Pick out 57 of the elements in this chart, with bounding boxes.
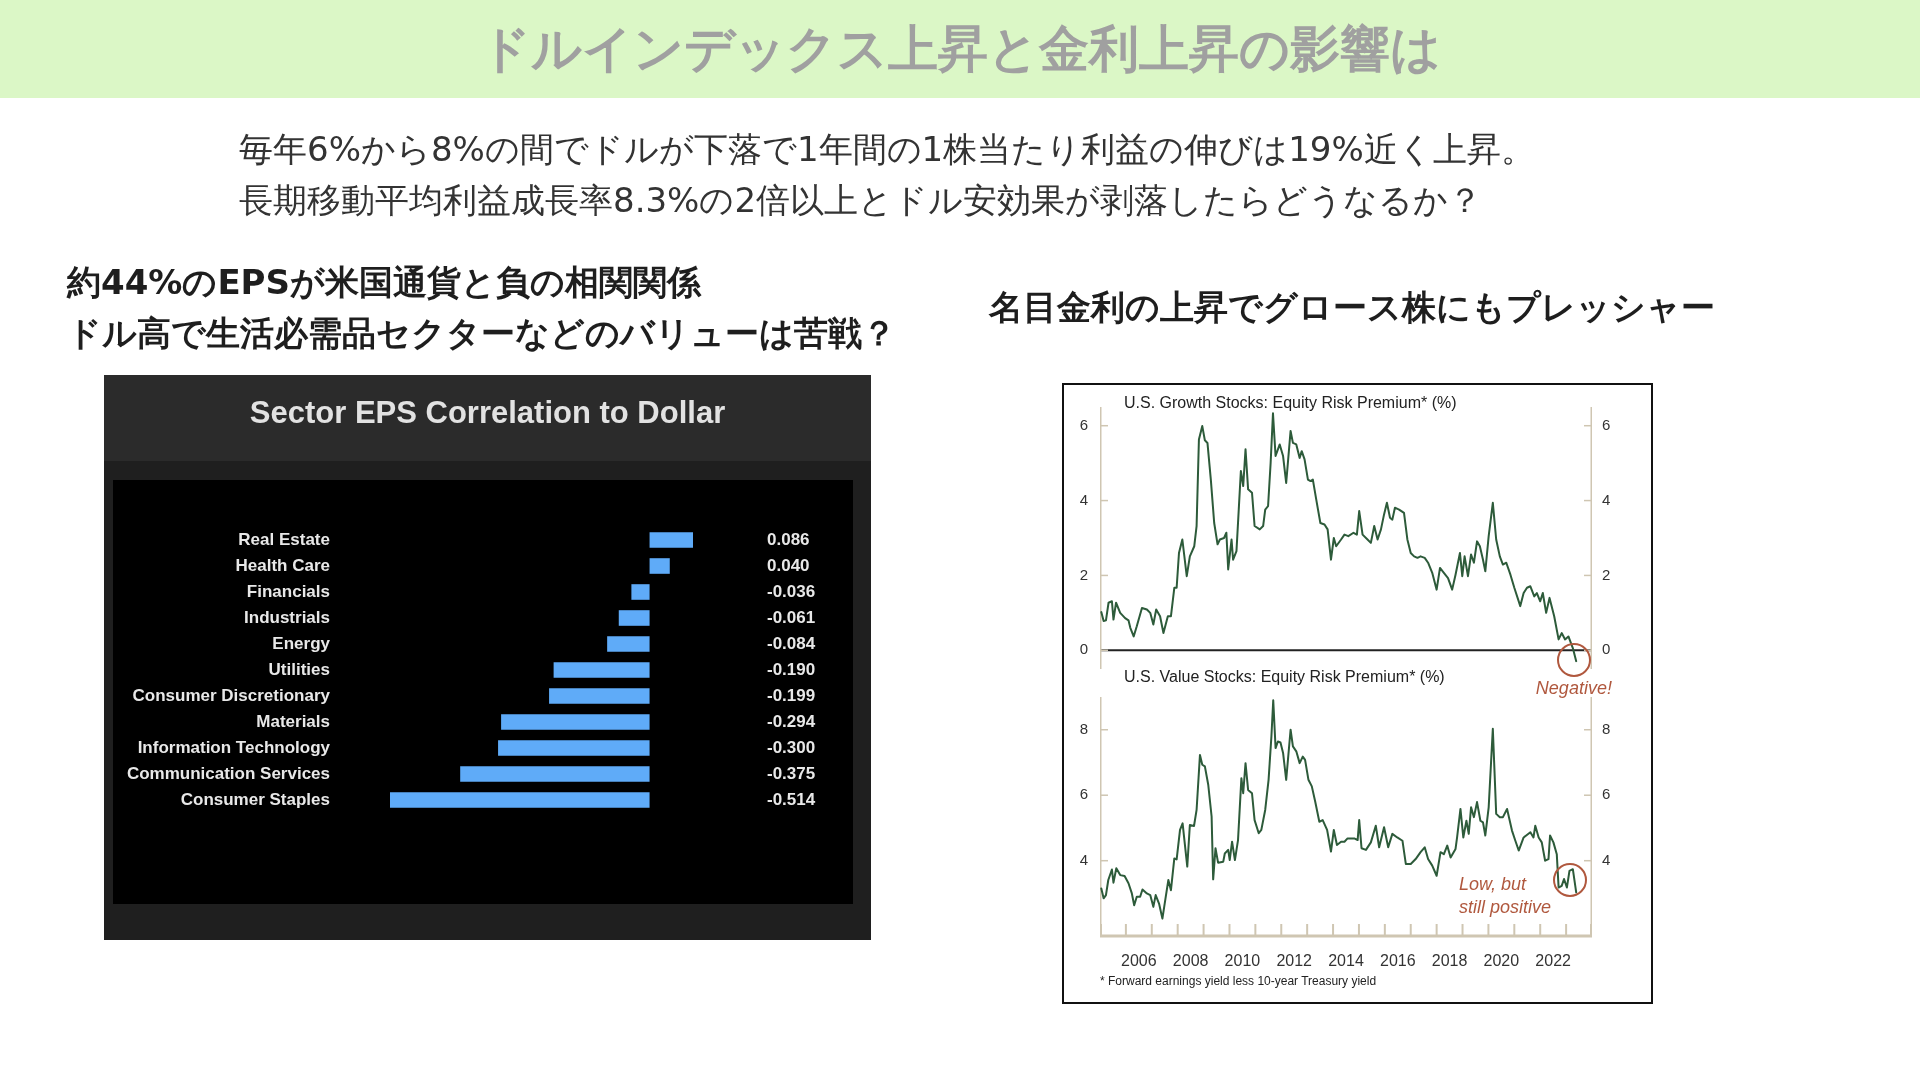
y-tick-label: 6: [1079, 415, 1088, 433]
data-label: -0.375: [767, 763, 816, 783]
x-tick-label: 2010: [1224, 952, 1261, 970]
data-label: -0.199: [767, 685, 816, 705]
y-tick-label: Financials: [246, 581, 330, 601]
chart-subtitle: 名目金利の上昇でグロース株にもプレッシャー: [989, 286, 1715, 329]
data-label: -0.036: [767, 581, 816, 601]
text: 長期移動平均利益成長率8.3%の2倍以上とドル安効果が剥落したらどうなるか？: [239, 179, 1483, 222]
y2-tick-label: 6: [1602, 415, 1611, 433]
data-label: -0.061: [767, 607, 816, 627]
y2-tick-label: 4: [1602, 490, 1611, 508]
y-tick-label: 2: [1079, 565, 1088, 583]
y-tick-label: Industrials: [244, 607, 330, 627]
x-tick-label: 2022: [1535, 952, 1572, 970]
y-tick-label: Materials: [256, 711, 330, 731]
data-label: -0.300: [767, 737, 816, 757]
y-tick-label: Communication Services: [126, 763, 330, 783]
data-label: 0.086: [767, 529, 810, 549]
y-tick-label: 0: [1079, 640, 1088, 658]
y-tick-label: 4: [1079, 850, 1088, 868]
data-label: -0.190: [767, 659, 816, 679]
chart-title: Sector EPS Correlation to Dollar: [248, 394, 727, 432]
annotation: Negative!: [1535, 677, 1612, 698]
chart-subtitle: 約44%のEPSが米国通貨と負の相関関係: [67, 261, 702, 304]
y-tick-label: 4: [1079, 490, 1088, 508]
x-tick-label: 2014: [1328, 952, 1364, 970]
text: 毎年6%から8%の間でドルが下落で1年間の1株当たり利益の伸びは19%近く上昇。: [239, 128, 1535, 171]
y-tick-label: Consumer Staples: [180, 789, 330, 809]
chart-title: U.S. Value Stocks: Equity Risk Premium* (%): [1124, 668, 1445, 686]
y2-tick-label: 4: [1602, 850, 1611, 868]
y-tick-label: Utilities: [268, 659, 330, 679]
x-tick-label: 2016: [1379, 952, 1416, 970]
y2-tick-label: 0: [1602, 640, 1611, 658]
data-label: 0.040: [767, 555, 810, 575]
y-tick-label: 6: [1079, 785, 1088, 803]
y2-tick-label: 2: [1602, 565, 1611, 583]
text: * Forward earnings yield less 10-year Treasury yield: [1100, 974, 1377, 988]
data-label: -0.294: [767, 711, 816, 731]
y-tick-label: Real Estate: [238, 529, 330, 549]
chart-title: U.S. Growth Stocks: Equity Risk Premium* (%): [1124, 394, 1457, 412]
data-label: -0.084: [767, 633, 816, 653]
y2-tick-label: 6: [1602, 785, 1611, 803]
y-tick-label: Information Technology: [137, 737, 331, 757]
text: ドル高で生活必需品セクターなどのバリューは苦戦？: [67, 312, 896, 355]
y-tick-label: Health Care: [235, 555, 330, 575]
data-label: -0.514: [767, 789, 816, 809]
y-tick-label: Consumer Discretionary: [132, 685, 331, 705]
x-tick-label: 2008: [1172, 952, 1209, 970]
annotation: Low, but still positive: [1458, 874, 1551, 918]
y-tick-label: 8: [1079, 719, 1088, 737]
x-tick-label: 2018: [1431, 952, 1468, 970]
x-tick-label: 2012: [1276, 952, 1313, 970]
text: ドルインデックス上昇と金利上昇の影響は: [478, 20, 1442, 78]
x-tick-label: 2020: [1483, 952, 1520, 970]
y2-tick-label: 8: [1602, 719, 1611, 737]
y-tick-label: Energy: [272, 633, 331, 653]
x-tick-label: 2006: [1121, 952, 1157, 970]
